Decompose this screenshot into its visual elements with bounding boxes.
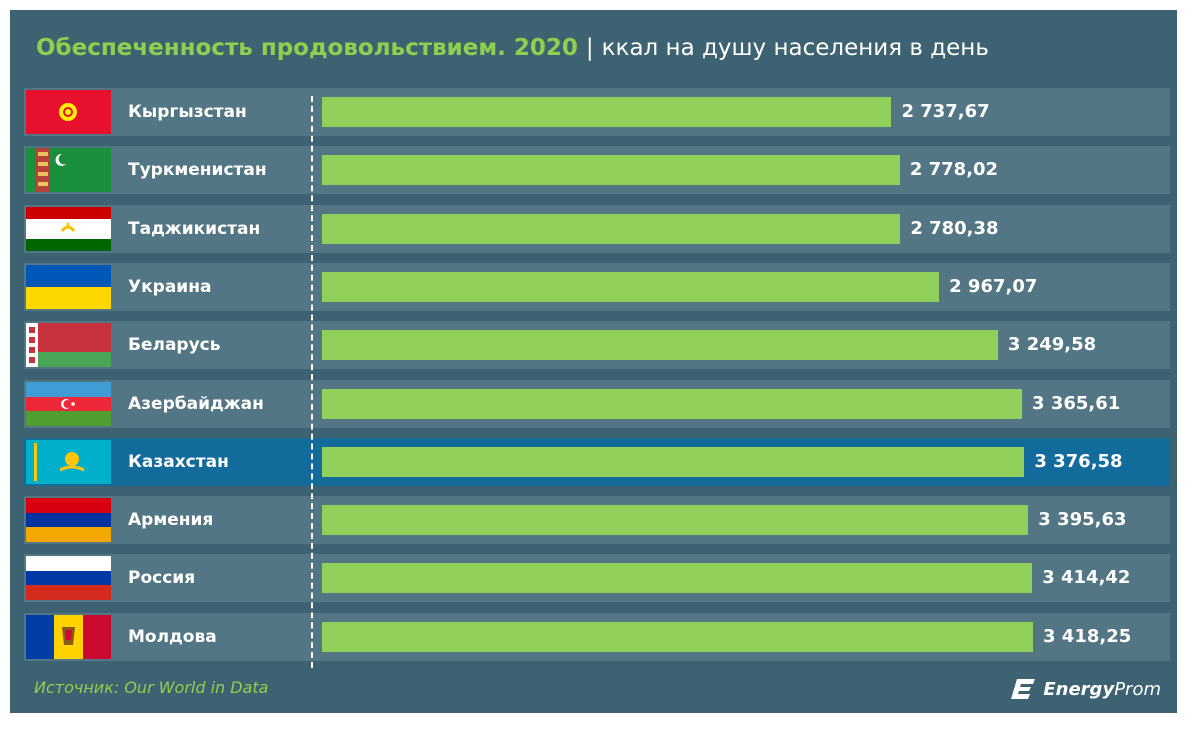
- chart-row: Беларусь 3 249,58: [24, 321, 1170, 370]
- bar: [322, 213, 901, 244]
- brand-energy: Energy: [1043, 678, 1115, 700]
- category-label: Азербайджан: [128, 393, 264, 414]
- bar: [322, 446, 1025, 477]
- bar: [322, 271, 940, 302]
- energyprom-icon: [1011, 679, 1036, 699]
- bar: [322, 388, 1023, 419]
- category-label: Украина: [128, 276, 212, 297]
- value-label: 3 249,58: [1007, 334, 1097, 356]
- value-label: 3 376,58: [1034, 450, 1123, 472]
- chart-row: Россия 3 414,42: [24, 554, 1170, 603]
- value-label: 2 967,07: [949, 275, 1038, 297]
- bar: [322, 621, 1033, 652]
- value-label: 3 395,63: [1038, 509, 1127, 531]
- kyrgyzstan-flag-icon: [26, 90, 111, 134]
- chart-row: Туркменистан 2 778,02: [24, 146, 1170, 195]
- category-label: Таджикистан: [128, 218, 261, 239]
- bar: [322, 155, 900, 186]
- value-label: 3 414,42: [1042, 567, 1131, 589]
- title-unit: ккал на душу населения в день: [601, 35, 989, 61]
- bar: [322, 563, 1033, 594]
- category-label: Казахстан: [128, 451, 229, 472]
- russia-flag-icon: [26, 556, 111, 601]
- azerbaijan-flag-icon: [26, 381, 111, 426]
- category-label: Молдова: [128, 626, 217, 647]
- category-label: Россия: [128, 568, 196, 589]
- bar: [322, 97, 892, 127]
- category-label: Беларусь: [128, 335, 221, 356]
- title-main: Обеспеченность продовольствием. 2020: [36, 35, 578, 61]
- turkmenistan-flag-icon: [26, 148, 111, 193]
- chart-row: Молдова 3 418,25: [24, 612, 1170, 661]
- belarus-flag-icon: [26, 323, 111, 368]
- value-label: 3 418,25: [1043, 625, 1132, 647]
- bar: [322, 330, 998, 361]
- ukraine-flag-icon: [26, 264, 111, 309]
- chart-row: Таджикистан 2 780,38: [24, 204, 1170, 253]
- category-label: Туркменистан: [128, 160, 267, 181]
- value-label: 2 780,38: [910, 217, 999, 239]
- category-label: Армения: [128, 510, 214, 531]
- bar-rows: Кыргызстан 2 737,67 Туркменистан 2 778,02 Та…: [10, 10, 1177, 713]
- source-note: Источник: Our World in Data: [34, 678, 269, 697]
- value-label: 2 778,02: [909, 159, 999, 181]
- axis-line: [311, 96, 313, 668]
- title-separator: |: [585, 35, 594, 61]
- kazakhstan-flag-icon: [26, 439, 111, 484]
- brand-prom: Prom: [1114, 678, 1161, 700]
- category-label: Кыргызстан: [128, 102, 247, 122]
- chart-card: Обеспеченность продовольствием. 2020 | кка…: [10, 10, 1177, 713]
- chart-title: Обеспеченность продовольствием. 2020 | кка…: [36, 28, 989, 68]
- chart-row: Армения 3 395,63: [24, 496, 1170, 545]
- chart-row: Азербайджан 3 365,61: [24, 379, 1170, 428]
- chart-row: Кыргызстан 2 737,67: [24, 88, 1170, 136]
- brand-logo: Energy Prom: [1011, 674, 1161, 704]
- tajikistan-flag-icon: [26, 206, 111, 251]
- chart-row: Украина 2 967,07: [24, 262, 1170, 311]
- armenia-flag-icon: [26, 498, 111, 543]
- bar: [322, 505, 1029, 536]
- chart-row: Казахстан 3 376,58: [24, 437, 1170, 486]
- value-label: 2 737,67: [901, 101, 990, 122]
- value-label: 3 365,61: [1032, 392, 1121, 414]
- moldova-flag-icon: [26, 614, 111, 659]
